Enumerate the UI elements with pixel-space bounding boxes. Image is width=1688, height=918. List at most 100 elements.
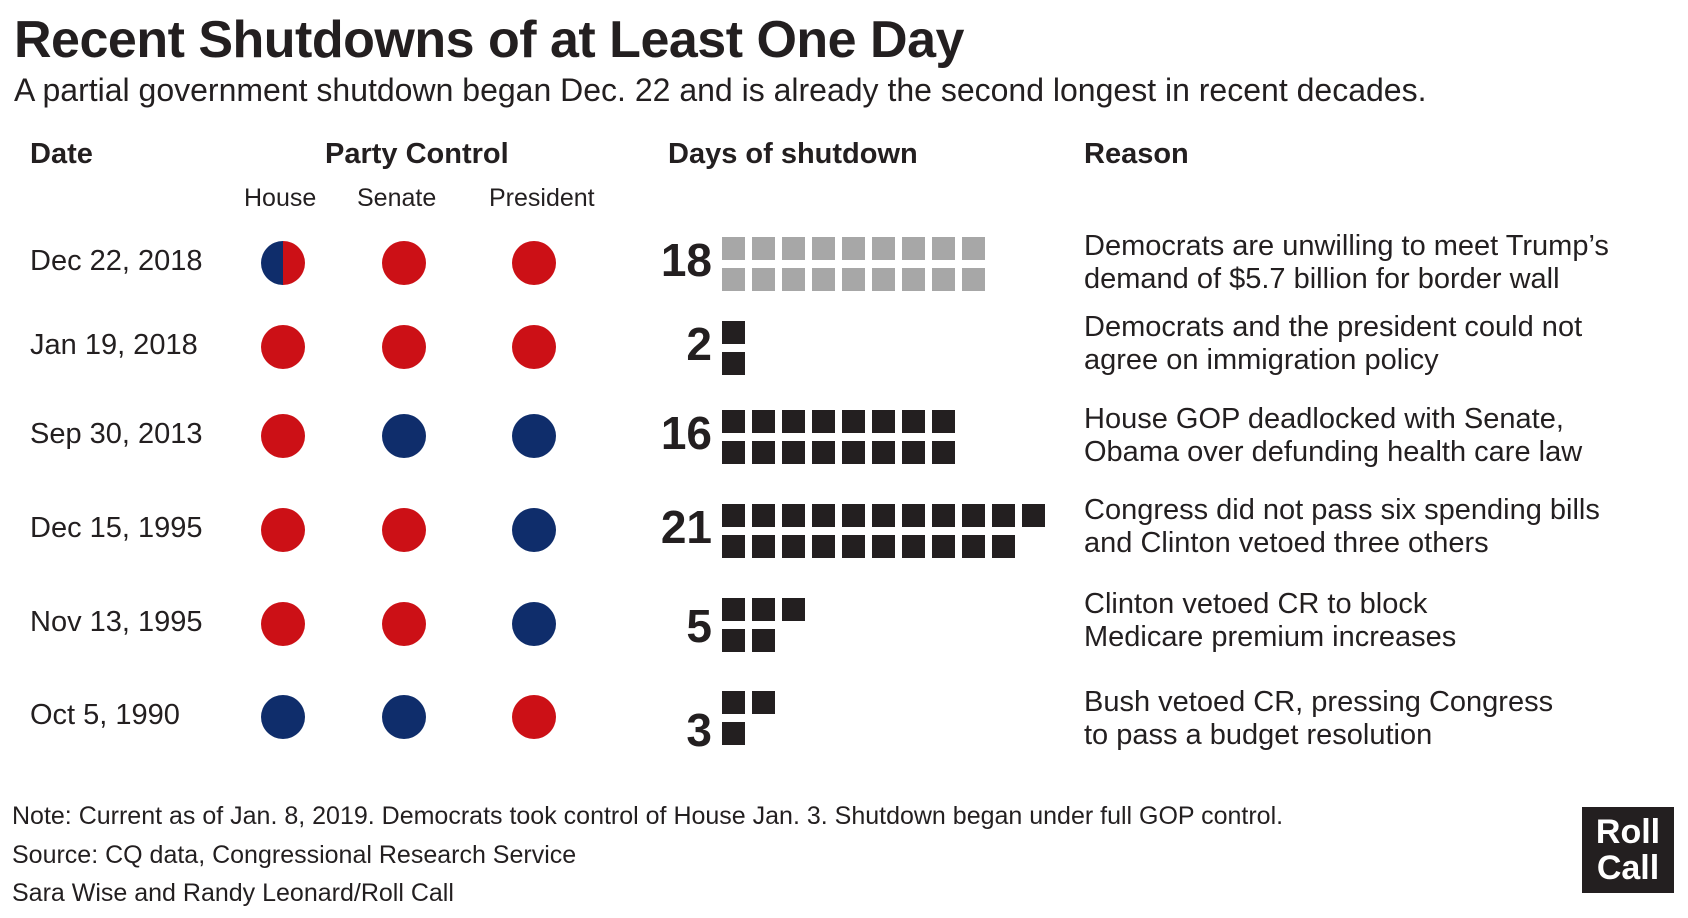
reason-line-1: Bush vetoed CR, pressing Congress — [1084, 686, 1554, 718]
reason-line-1: Democrats are unwilling to meet Trump’s — [1084, 230, 1609, 262]
day-square — [932, 535, 955, 558]
chart-subtitle: A partial government shutdown began Dec.… — [14, 72, 1427, 108]
reason-line-1: Congress did not pass six spending bills — [1084, 494, 1600, 526]
day-square — [902, 535, 925, 558]
day-square — [812, 237, 835, 260]
day-square — [1022, 504, 1045, 527]
days-column-header: Days of shutdown — [668, 138, 918, 170]
day-square — [842, 237, 865, 260]
day-square — [722, 352, 745, 375]
logo-line-1: Roll — [1595, 813, 1661, 851]
day-square — [872, 237, 895, 260]
day-square — [782, 237, 805, 260]
day-square — [812, 535, 835, 558]
day-square — [872, 441, 895, 464]
day-square — [872, 268, 895, 291]
day-square — [752, 691, 775, 714]
day-square — [902, 441, 925, 464]
day-square — [902, 268, 925, 291]
day-square — [812, 410, 835, 433]
day-square — [782, 504, 805, 527]
date-column-header: Date — [30, 138, 93, 170]
reason-line-2: to pass a budget resolution — [1084, 719, 1433, 751]
house-party-dot — [261, 241, 305, 285]
day-square — [722, 504, 745, 527]
day-square — [872, 504, 895, 527]
days-count-label: 18 — [660, 234, 712, 286]
day-square — [782, 535, 805, 558]
row-date: Oct 5, 1990 — [30, 699, 180, 731]
day-square — [962, 237, 985, 260]
senate-party-dot — [382, 414, 426, 458]
reason-line-2: demand of $5.7 billion for border wall — [1084, 263, 1560, 295]
senate-party-dot — [382, 695, 426, 739]
reason-column-header: Reason — [1084, 138, 1189, 170]
day-square — [872, 535, 895, 558]
source-line: Source: CQ data, Congressional Research … — [12, 841, 577, 869]
day-square — [932, 268, 955, 291]
party-control-column-header: Party Control — [325, 138, 509, 170]
senate-party-dot — [382, 508, 426, 552]
president-subheader: President — [489, 184, 595, 212]
house-party-dot — [261, 414, 305, 458]
day-square — [812, 441, 835, 464]
day-square — [722, 268, 745, 291]
day-square — [752, 629, 775, 652]
day-square — [722, 722, 745, 745]
president-party-dot — [512, 508, 556, 552]
day-square — [932, 441, 955, 464]
day-square — [932, 237, 955, 260]
row-date: Dec 15, 1995 — [30, 512, 203, 544]
senate-subheader: Senate — [357, 184, 437, 212]
day-square — [842, 535, 865, 558]
house-party-dot — [261, 508, 305, 552]
day-square — [902, 237, 925, 260]
reason-line-1: Democrats and the president could not — [1084, 311, 1583, 343]
footnote: Note: Current as of Jan. 8, 2019. Democr… — [12, 802, 1284, 830]
day-square — [752, 441, 775, 464]
day-square — [722, 237, 745, 260]
day-square — [902, 410, 925, 433]
day-square — [752, 535, 775, 558]
senate-party-dot — [382, 241, 426, 285]
day-square — [782, 268, 805, 291]
day-square — [962, 268, 985, 291]
reason-line-2: and Clinton vetoed three others — [1084, 527, 1489, 559]
reason-line-2: Obama over defunding health care law — [1084, 436, 1583, 468]
day-square — [752, 410, 775, 433]
days-count-label: 2 — [686, 318, 712, 370]
senate-party-dot — [382, 602, 426, 646]
day-square — [932, 410, 955, 433]
day-square — [992, 504, 1015, 527]
day-square — [722, 535, 745, 558]
days-count-label: 21 — [660, 501, 712, 553]
day-square — [932, 504, 955, 527]
day-square — [752, 504, 775, 527]
row-date: Sep 30, 2013 — [30, 418, 203, 450]
day-square — [782, 441, 805, 464]
credit-line: Sara Wise and Randy Leonard/Roll Call — [12, 879, 454, 907]
house-subheader: House — [244, 184, 317, 212]
day-square — [842, 504, 865, 527]
day-square — [842, 410, 865, 433]
house-party-dot — [261, 325, 305, 369]
reason-line-1: Clinton vetoed CR to block — [1084, 588, 1428, 620]
day-square — [722, 410, 745, 433]
reason-line-2: agree on immigration policy — [1084, 344, 1439, 376]
day-square — [752, 598, 775, 621]
day-square — [812, 504, 835, 527]
day-square — [722, 598, 745, 621]
house-party-dot — [261, 602, 305, 646]
day-square — [812, 268, 835, 291]
president-party-dot — [512, 325, 556, 369]
president-party-dot — [512, 414, 556, 458]
row-date: Jan 19, 2018 — [30, 329, 198, 361]
day-square — [842, 441, 865, 464]
senate-party-dot — [382, 325, 426, 369]
day-square — [722, 321, 745, 344]
president-party-dot — [512, 241, 556, 285]
day-square — [962, 504, 985, 527]
day-square — [722, 691, 745, 714]
roll-call-logo: Roll Call — [1582, 807, 1674, 893]
day-square — [872, 410, 895, 433]
